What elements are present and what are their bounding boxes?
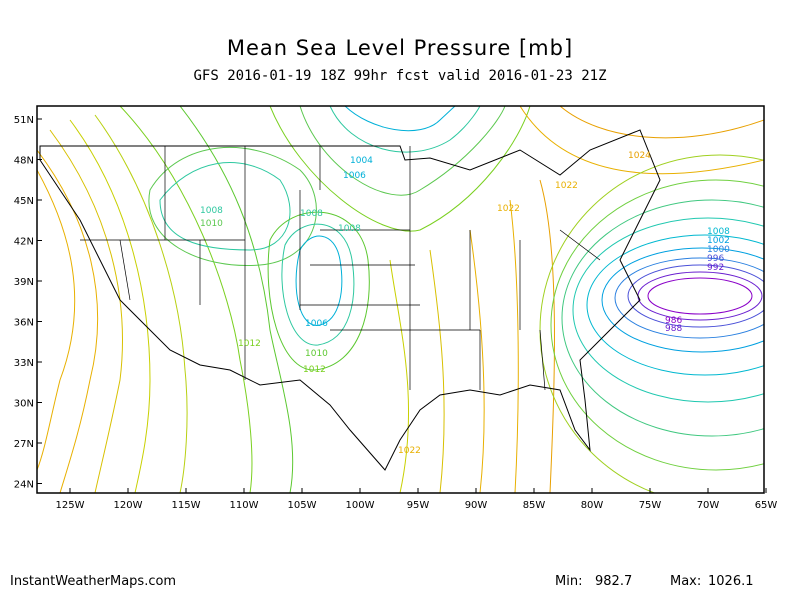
contour-label: 992 (707, 263, 724, 273)
lon-tick-label: 120W (114, 500, 143, 511)
contour-label: 1006 (343, 171, 366, 181)
state-lines (80, 146, 601, 391)
contour-label: 1008 (300, 209, 323, 219)
contour-label: 1008 (200, 206, 223, 216)
lat-tick-label: 36N (14, 318, 34, 329)
isobar (295, 235, 343, 326)
contour-label: 1022 (398, 446, 421, 456)
isobar (519, 106, 764, 175)
isobar (509, 199, 519, 493)
lat-tick-label: 27N (14, 439, 34, 450)
contour-label: 1010 (305, 349, 328, 359)
isobar (647, 277, 753, 315)
lon-tick-label: 75W (639, 500, 662, 511)
contour-label: 1008 (338, 224, 361, 234)
isobar (299, 106, 506, 196)
contour-label: 1010 (200, 219, 223, 229)
lon-tick-label: 80W (581, 500, 604, 511)
isobar (601, 247, 764, 353)
isobar (281, 223, 355, 346)
contour-label: 1000 (707, 245, 730, 255)
lon-tick-label: 65W (755, 500, 778, 511)
lon-tick-label: 100W (346, 500, 375, 511)
isobar (614, 257, 764, 339)
isobar (539, 179, 555, 493)
lat-tick-label: 39N (14, 277, 34, 288)
lat-tick-label: 45N (14, 196, 34, 207)
lon-tick-label: 95W (407, 500, 430, 511)
isobar (559, 106, 764, 139)
isobar (148, 146, 317, 267)
min-label: Min: (555, 574, 583, 589)
map-frame (36, 105, 765, 494)
lon-tick-label: 85W (523, 500, 546, 511)
lon-tick-label: 105W (288, 500, 317, 511)
isobar (586, 234, 764, 376)
contour-label: 1002 (707, 236, 730, 246)
max-label: Max: (670, 574, 702, 589)
contour-label: 996 (707, 254, 724, 264)
lon-tick-label: 115W (172, 500, 201, 511)
lon-tick-label: 90W (465, 500, 488, 511)
contour-label: 1006 (305, 319, 328, 329)
isobar (69, 119, 151, 493)
max-value: 1026.1 (708, 574, 754, 589)
isobar (37, 169, 76, 471)
map-subtitle: GFS 2016-01-19 18Z 99hr fcst valid 2016-… (193, 68, 607, 84)
isobar (550, 179, 764, 471)
isobar (94, 114, 188, 493)
lat-tick-label: 24N (14, 480, 34, 491)
contour-label: 1022 (555, 181, 578, 191)
us-outline (39, 129, 661, 471)
lon-tick-label: 70W (697, 500, 720, 511)
lat-tick-label: 33N (14, 358, 34, 369)
map-title: Mean Sea Level Pressure [mb] (226, 36, 574, 60)
isobar (637, 271, 763, 321)
isobar (267, 211, 370, 371)
isobar (49, 129, 123, 493)
contour-label: 1008 (707, 227, 730, 237)
contour-label: 1012 (238, 339, 261, 349)
isobar (269, 106, 531, 232)
contour-label: 986 (665, 316, 682, 326)
contour-label: 1022 (497, 204, 520, 214)
isobar (119, 106, 253, 493)
isobar (627, 264, 764, 328)
isobar (572, 217, 764, 403)
isobar (561, 199, 764, 437)
isobar (429, 249, 445, 493)
contour-label: 988 (665, 324, 682, 334)
isobar (389, 259, 410, 493)
source-credit[interactable]: InstantWeatherMaps.com (10, 574, 177, 589)
min-value: 982.7 (595, 574, 633, 589)
lat-tick-label: 48N (14, 156, 34, 167)
lat-tick-label: 51N (14, 115, 34, 126)
isobar (179, 106, 294, 493)
contour-label: 1004 (350, 156, 373, 166)
lat-tick-label: 42N (14, 237, 34, 248)
isobar (344, 106, 456, 132)
isobar (329, 106, 481, 153)
lon-tick-label: 125W (56, 500, 85, 511)
lat-tick-label: 30N (14, 399, 34, 410)
contour-label: 1012 (303, 365, 326, 375)
lon-tick-label: 110W (230, 500, 259, 511)
contour-label: 1024 (628, 151, 651, 161)
isobar (469, 229, 485, 493)
